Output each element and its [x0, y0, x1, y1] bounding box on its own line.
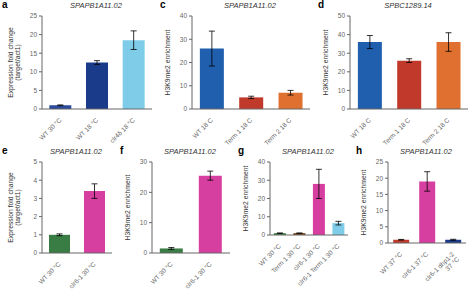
svg-text:clr6-1 37 °C: clr6-1 37 °C: [400, 250, 430, 280]
svg-text:20: 20: [30, 31, 38, 38]
svg-text:10: 10: [140, 219, 148, 226]
html-text:a: a: [2, 0, 8, 10]
svg-text:0: 0: [379, 239, 383, 246]
svg-text:0: 0: [33, 249, 37, 256]
svg-text:WT 18 C: WT 18 C: [191, 116, 214, 139]
svg-text:Term 1 30 °C: Term 1 30 °C: [269, 242, 302, 275]
svg-text:0: 0: [183, 105, 187, 112]
svg-text:clr6-1 30 °C: clr6-1 30 °C: [291, 242, 322, 272]
svg-text:5: 5: [379, 223, 383, 230]
svg-text:clr6-1 dhp1-237 °C: clr6-1 dhp1-237 °C: [423, 250, 460, 287]
svg-text:5: 5: [33, 87, 37, 94]
svg-text:40: 40: [338, 31, 346, 38]
svg-text:WT 30 °C: WT 30 °C: [37, 260, 62, 285]
svg-text:Expression fold change(target/: Expression fold change(target/act1): [8, 27, 22, 98]
svg-text:H3K9me2 enrichment: H3K9me2 enrichment: [322, 30, 329, 96]
svg-text:10: 10: [258, 213, 266, 220]
svg-text:WT 30 °C: WT 30 °C: [38, 116, 63, 141]
svg-text:Expression fold change(target/: Expression fold change(target/act1): [8, 172, 22, 243]
svg-text:H3K9me2 enrichment: H3K9me2 enrichment: [360, 170, 367, 236]
svg-text:0: 0: [33, 105, 37, 112]
svg-text:20: 20: [180, 59, 188, 66]
svg-text:5: 5: [33, 158, 37, 165]
svg-text:clr6-1 Term 1 30 °C: clr6-1 Term 1 30 °C: [296, 242, 341, 287]
svg-text:20: 20: [338, 68, 346, 75]
svg-text:Term 1 18 C: Term 1 18 C: [223, 116, 253, 146]
svg-text:H3K9me2 enrichment: H3K9me2 enrichment: [124, 175, 131, 241]
svg-text:20: 20: [258, 195, 266, 202]
svg-text:WT 18 C: WT 18 C: [349, 116, 372, 139]
svg-text:clr6-1 30 °C: clr6-1 30 °C: [68, 260, 97, 289]
svg-text:0: 0: [261, 231, 265, 238]
html-text:f: f: [120, 145, 124, 156]
svg-text:H3K9me2 enrichment: H3K9me2 enrichment: [164, 30, 171, 96]
svg-text:WT 30 °C: WT 30 °C: [257, 242, 283, 268]
svg-text:30: 30: [338, 50, 346, 57]
html-text:SPBC1289.14: SPBC1289.14: [384, 1, 432, 10]
svg-text:Term 1 18 C: Term 1 18 C: [381, 116, 411, 146]
svg-text:Term 2 18 C: Term 2 18 C: [263, 116, 293, 146]
html-text:SPAPB1A11.02: SPAPB1A11.02: [164, 147, 216, 156]
html-text:SPAPB1A11.02: SPAPB1A11.02: [282, 147, 334, 156]
html-text:g: g: [238, 145, 245, 156]
svg-text:4: 4: [33, 177, 37, 184]
svg-text:2: 2: [33, 213, 37, 220]
svg-text:3: 3: [33, 195, 37, 202]
svg-text:clr6-1 30 °C: clr6-1 30 °C: [184, 260, 213, 289]
svg-text:10: 10: [338, 87, 346, 94]
html-text:SPAPB1A11.02: SPAPB1A11.02: [224, 1, 276, 10]
svg-text:40: 40: [258, 158, 266, 165]
svg-text:50: 50: [338, 12, 346, 19]
html-text:SPAPB1A11.02: SPAPB1A11.02: [50, 147, 102, 156]
svg-text:WT 37 °C: WT 37 °C: [378, 250, 403, 275]
svg-text:20: 20: [376, 175, 384, 182]
svg-text:clr4δ 18 °C: clr4δ 18 °C: [108, 116, 136, 144]
svg-text:Term 2 18 C: Term 2 18 C: [421, 116, 451, 146]
html-text:h: h: [356, 145, 363, 156]
svg-text:25: 25: [376, 158, 384, 165]
svg-text:0: 0: [143, 249, 147, 256]
html-text:e: e: [2, 145, 8, 156]
html-text:c: c: [160, 0, 166, 10]
svg-text:30: 30: [258, 177, 266, 184]
svg-text:10: 10: [180, 82, 188, 89]
html-text:SPAPB1A11.02: SPAPB1A11.02: [70, 1, 122, 10]
svg-text:15: 15: [376, 191, 384, 198]
svg-text:WT 30 °C: WT 30 °C: [149, 260, 174, 285]
svg-text:WT 18 °C: WT 18 °C: [74, 116, 99, 141]
svg-text:15: 15: [30, 50, 38, 57]
svg-text:30: 30: [180, 36, 188, 43]
svg-text:10: 10: [376, 207, 384, 214]
svg-text:25: 25: [30, 12, 38, 19]
svg-text:H3K9me2 enrichment: H3K9me2 enrichment: [242, 166, 249, 232]
svg-text:0: 0: [341, 105, 345, 112]
svg-text:30: 30: [140, 158, 148, 165]
html-text:d: d: [318, 0, 325, 10]
svg-text:40: 40: [180, 12, 188, 19]
svg-text:1: 1: [33, 231, 37, 238]
html-text:SPAPB1A11.02: SPAPB1A11.02: [400, 147, 452, 156]
svg-text:20: 20: [140, 189, 148, 196]
svg-text:10: 10: [30, 68, 38, 75]
